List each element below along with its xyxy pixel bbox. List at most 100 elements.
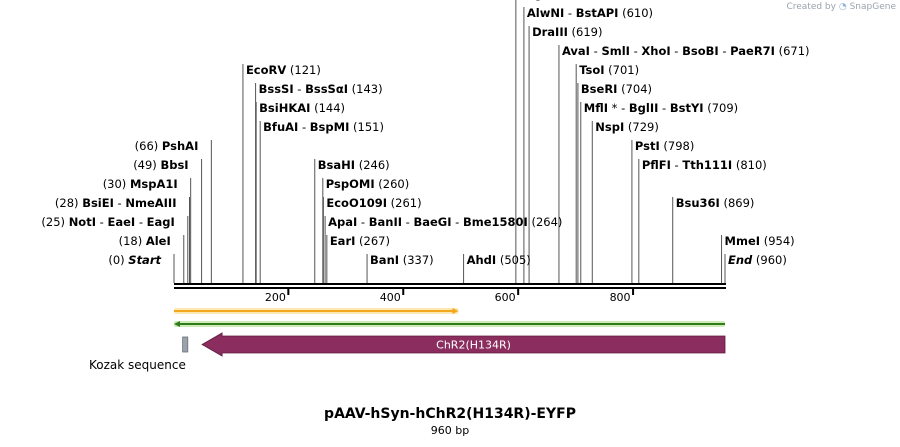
site-enzyme-name: - (357, 215, 368, 229)
site-enzyme-name: - (671, 44, 682, 58)
site-label: (66) PshAI (135, 139, 199, 153)
ruler-tick-label: 600 (495, 291, 516, 304)
site-enzyme-name: - (298, 120, 309, 134)
site-enzyme-name: - (671, 158, 682, 172)
site-label: NspI (729) (595, 120, 659, 134)
site-enzyme-name: - (590, 44, 601, 58)
site-enzyme-name: - (96, 215, 107, 229)
site-label: BsgI (596) (519, 0, 582, 1)
site-enzyme-name: - (630, 44, 641, 58)
site-label: AvaI - SmlI - XhoI - BsoBI - PaeR7I (671… (562, 44, 810, 58)
site-label: (28) BsiEI - NmeAIII (55, 196, 177, 210)
site-position: (596) (547, 0, 582, 1)
site-position: (701) (605, 63, 640, 77)
site-label: AhdI (505) (467, 253, 531, 267)
site-position: (18) (119, 234, 146, 248)
site-label: MmeI (954) (725, 234, 795, 248)
site-position: (709) (704, 101, 739, 115)
site-enzyme-name: - (402, 215, 413, 229)
site-position: (144) (310, 101, 345, 115)
site-enzyme-name: AhdI (467, 253, 497, 267)
site-enzyme-name: AleI (146, 234, 171, 248)
site-label: BanI (337) (370, 253, 434, 267)
site-enzyme-name: BglII (629, 101, 659, 115)
site-position: (798) (660, 139, 695, 153)
site-enzyme-name: - (621, 101, 629, 115)
site-position: (66) (135, 139, 162, 153)
site-label: PflFI - Tth111I (810) (642, 158, 767, 172)
site-enzyme-name: PshAI (162, 139, 198, 153)
site-enzyme-name: Bme1580I (463, 215, 528, 229)
site-enzyme-name: MmeI (725, 234, 761, 248)
site-position: (25) (41, 215, 68, 229)
site-position: (0) (108, 253, 128, 267)
site-position: (28) (55, 196, 82, 210)
site-label: DraIII (619) (532, 25, 602, 39)
site-enzyme-name: - (294, 82, 305, 96)
site-enzyme-name: - (719, 44, 730, 58)
site-label: PstI (798) (635, 139, 694, 153)
site-enzyme-name: MflI (584, 101, 608, 115)
site-enzyme-name: BanI (370, 253, 399, 267)
site-enzyme-name: BseRI (581, 82, 618, 96)
site-position: (143) (348, 82, 383, 96)
site-position: (49) (133, 158, 160, 172)
site-label: End (960) (728, 253, 787, 267)
site-label: EarI (267) (330, 234, 390, 248)
site-position: (337) (399, 253, 434, 267)
site-position: (704) (617, 82, 652, 96)
site-enzyme-name: EaeI (107, 215, 135, 229)
site-label: ApaI - BanII - BaeGI - Bme1580I (264) (328, 215, 562, 229)
site-enzyme-name: EcoRV (246, 63, 286, 77)
site-label: (30) MspA1I (103, 177, 178, 191)
sequence-length: 960 bp (430, 424, 470, 437)
site-label: BsaHI (246) (318, 158, 390, 172)
site-enzyme-name: AlwNI (527, 6, 564, 20)
site-position: (246) (355, 158, 390, 172)
ruler-tick-label: 400 (380, 291, 401, 304)
site-enzyme-name: BbsI (160, 158, 188, 172)
site-label: (18) AleI (119, 234, 171, 248)
site-label: (25) NotI - EaeI - EagI (41, 215, 174, 229)
chr2-feature-arrow (201, 332, 726, 357)
site-label: TsoI (701) (579, 63, 639, 77)
site-enzyme-name: TsoI (579, 63, 604, 77)
site-enzyme-name: - (658, 101, 669, 115)
site-enzyme-name: BssSI (259, 82, 294, 96)
site-label: EcoO109I (261) (326, 196, 421, 210)
site-label: Bsu36I (869) (676, 196, 755, 210)
ruler-tick-label: 800 (610, 291, 631, 304)
site-enzyme-name: SmlI (601, 44, 630, 58)
site-position: (810) (732, 158, 767, 172)
site-label: AlwNI - BstAPI (610) (527, 6, 653, 20)
site-enzyme-name: * (608, 101, 621, 115)
site-enzyme-name: PspOMI (326, 177, 375, 191)
snapgene-logo-icon: ◔ (838, 2, 847, 12)
site-position: (954) (760, 234, 795, 248)
site-enzyme-name: BsaHI (318, 158, 355, 172)
site-position: (151) (349, 120, 384, 134)
site-enzyme-name: BstYI (670, 101, 704, 115)
site-label: BfuAI - BspMI (151) (263, 120, 384, 134)
site-label: PspOMI (260) (326, 177, 409, 191)
green-feature-arrowhead-icon (174, 321, 180, 327)
site-enzyme-name: BstAPI (576, 6, 619, 20)
site-label: BseRI (704) (581, 82, 652, 96)
site-enzyme-name: ApaI (328, 215, 357, 229)
site-enzyme-name: PstI (635, 139, 660, 153)
site-label: (49) BbsI (133, 158, 188, 172)
sequence-name: pAAV-hSyn-hChR2(H134R)-EYFP (324, 406, 576, 422)
site-position: (30) (103, 177, 130, 191)
site-label: BsiHKAI (144) (259, 101, 345, 115)
snapgene-credit: Created by ◔ SnapGene (786, 2, 896, 12)
site-enzyme-name: BsgI (519, 0, 547, 1)
site-enzyme-name: Tth111I (682, 158, 732, 172)
chr2-feature-label: ChR2(H134R) (436, 339, 511, 352)
site-enzyme-name: PaeR7I (730, 44, 775, 58)
site-enzyme-name: - (114, 196, 125, 210)
orange-feature-arrowhead-icon (452, 308, 459, 314)
ruler: 200 400 600 800 (265, 289, 635, 304)
credit-prefix: Created by (786, 2, 836, 12)
site-label: EcoRV (121) (246, 63, 321, 77)
site-position: (121) (286, 63, 321, 77)
